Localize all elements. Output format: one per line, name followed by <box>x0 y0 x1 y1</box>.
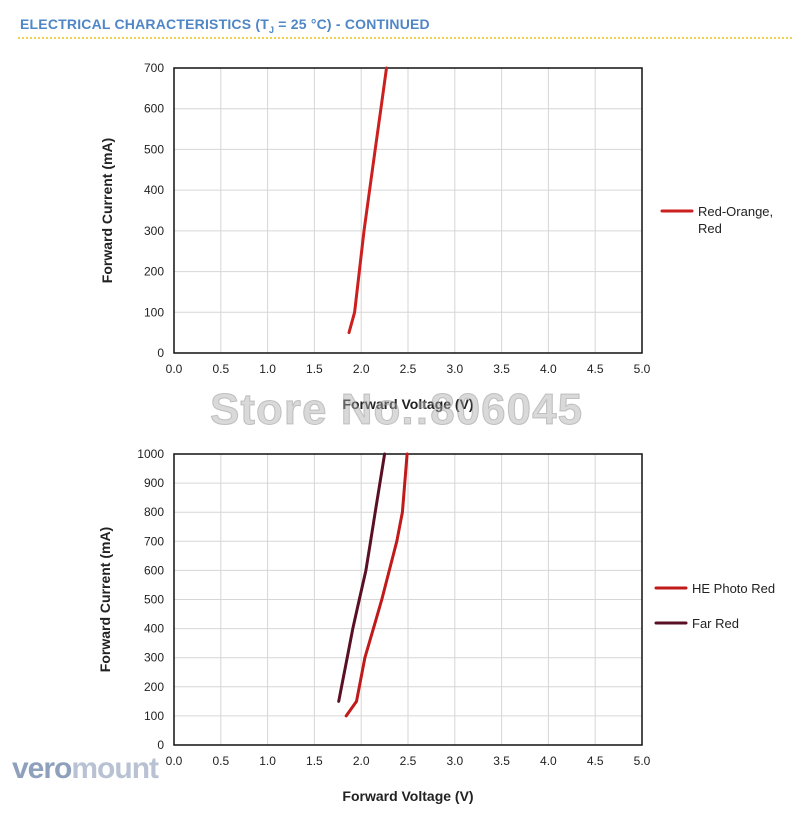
x-tick-label: 2.0 <box>353 754 370 768</box>
x-axis-title: Forward Voltage (V) <box>342 396 473 412</box>
x-axis-title: Forward Voltage (V) <box>342 788 473 804</box>
y-tick-label: 400 <box>144 183 164 197</box>
header-divider <box>18 37 792 39</box>
x-tick-label: 3.5 <box>493 362 510 376</box>
y-tick-label: 900 <box>144 476 164 490</box>
y-axis-title: Forward Current (mA) <box>99 138 115 283</box>
chart-top: 0.0 0.5 1.0 1.5 2.0 2.5 3.0 3.5 4.0 4.5 5.0 0 100 200… <box>99 61 773 412</box>
legend-label: HE Photo Red <box>692 581 775 596</box>
y-tick-label: 500 <box>144 142 164 156</box>
y-tick-label: 300 <box>144 651 164 665</box>
y-tick-label: 800 <box>144 505 164 519</box>
y-axis-title: Forward Current (mA) <box>97 527 113 672</box>
x-tick-label: 0.0 <box>166 754 183 768</box>
x-tick-label: 1.5 <box>306 362 323 376</box>
x-tick-label: 3.0 <box>446 754 463 768</box>
series-line-0 <box>344 452 409 718</box>
y-tick-label: 300 <box>144 224 164 238</box>
y-tick-label: 400 <box>144 622 164 636</box>
legend-label: Far Red <box>692 616 739 631</box>
x-tick-label: 0.5 <box>212 362 229 376</box>
x-tick-label: 0.0 <box>166 362 183 376</box>
y-tick-label: 200 <box>144 680 164 694</box>
x-tick-label: 4.5 <box>587 362 604 376</box>
legend-label-line1: Red-Orange, <box>698 204 773 219</box>
x-tick-label: 3.0 <box>446 362 463 376</box>
watermark-text: Store No.:806045 <box>209 385 584 435</box>
y-tick-label: 500 <box>144 593 164 607</box>
x-tick-label: 4.5 <box>587 754 604 768</box>
x-tick-label: 3.5 <box>493 754 510 768</box>
x-tick-label: 2.5 <box>400 754 417 768</box>
x-tick-label: 2.0 <box>353 362 370 376</box>
y-tick-label: 100 <box>144 709 164 723</box>
x-tick-label: 5.0 <box>634 362 651 376</box>
x-tick-label: 1.0 <box>259 362 276 376</box>
y-tick-label: 700 <box>144 534 164 548</box>
y-tick-label: 100 <box>144 305 164 319</box>
x-tick-label: 1.5 <box>306 754 323 768</box>
x-tick-label: 4.0 <box>540 362 557 376</box>
y-tick-label: 0 <box>157 738 164 752</box>
y-tick-label: 200 <box>144 265 164 279</box>
y-tick-label: 0 <box>157 346 164 360</box>
chart-bottom: 0.0 0.5 1.0 1.5 2.0 2.5 3.0 3.5 4.0 4.5 5.0 0 100 200… <box>97 447 775 804</box>
series-line-1 <box>337 452 387 703</box>
y-tick-label: 700 <box>144 61 164 75</box>
series-line-0 <box>347 66 388 335</box>
y-tick-label: 1000 <box>137 447 164 461</box>
x-tick-label: 4.0 <box>540 754 557 768</box>
x-tick-label: 1.0 <box>259 754 276 768</box>
y-tick-label: 600 <box>144 563 164 577</box>
x-tick-label: 5.0 <box>634 754 651 768</box>
x-tick-label: 0.5 <box>212 754 229 768</box>
brand-logo: veromount <box>12 752 159 785</box>
x-tick-label: 2.5 <box>400 362 417 376</box>
plot-area-border <box>173 67 643 354</box>
page-header: ELECTRICAL CHARACTERISTICS (TJ = 25 °C) … <box>20 16 430 35</box>
y-tick-label: 600 <box>144 102 164 116</box>
legend-label-line2: Red <box>698 221 722 236</box>
